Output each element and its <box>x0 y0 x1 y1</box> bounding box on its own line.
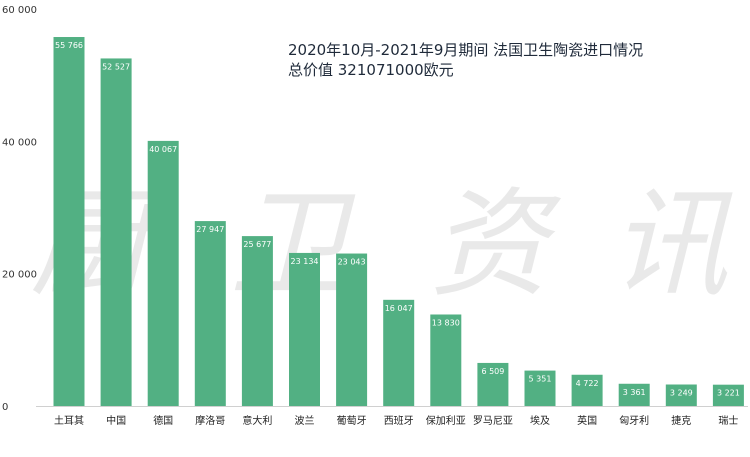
y-axis: 0 20 000 40 000 60 000 <box>2 5 37 413</box>
data-label: 23 043 <box>338 258 366 267</box>
data-label: 6 509 <box>481 367 504 376</box>
data-label: 55 766 <box>55 41 83 50</box>
category-label: 瑞士 <box>718 414 738 427</box>
bar <box>100 58 132 406</box>
bar <box>477 362 509 406</box>
category-label: 保加利亚 <box>426 414 466 427</box>
bar <box>289 252 320 406</box>
category-label: 德国 <box>153 414 173 427</box>
chart-title-line-2: 总价值 321071000欧元 <box>288 61 454 79</box>
data-label: 4 722 <box>576 379 599 388</box>
bar <box>194 221 226 406</box>
data-label: 52 527 <box>102 62 130 71</box>
bar <box>383 299 415 406</box>
category-label: 中国 <box>106 414 126 427</box>
category-label: 葡萄牙 <box>337 414 367 427</box>
bar <box>147 140 179 406</box>
bar <box>712 384 744 406</box>
data-label: 27 947 <box>196 225 224 234</box>
category-label: 波兰 <box>295 414 315 427</box>
bar <box>524 370 556 406</box>
data-label: 40 067 <box>149 145 177 154</box>
bars: 55 766 52 527 40 067 27 947 25 677 23 134 23 0… <box>53 37 744 407</box>
category-label: 意大利 <box>242 414 272 427</box>
bar <box>665 384 697 406</box>
data-label: 23 134 <box>291 257 319 266</box>
data-label: 25 677 <box>243 240 271 249</box>
y-tick-label: 20 000 <box>2 270 37 281</box>
category-label: 英国 <box>577 414 597 427</box>
bar <box>430 314 462 406</box>
category-label: 罗马尼亚 <box>473 415 513 427</box>
category-label: 西班牙 <box>384 415 414 427</box>
category-label: 摩洛哥 <box>195 414 225 427</box>
watermark-char-1: 厨 <box>30 175 166 313</box>
bar <box>53 37 85 407</box>
category-label: 土耳其 <box>54 414 84 427</box>
data-label: 13 830 <box>432 318 460 327</box>
category-labels: 土耳其 中国 德国 摩洛哥 意大利 波兰 葡萄牙 西班牙 保加利亚 罗马尼亚 埃及 英国 匈牙利 捷克 瑞士 <box>54 414 738 427</box>
y-tick-label: 60 000 <box>2 5 37 16</box>
data-label: 3 249 <box>670 389 693 398</box>
data-label: 5 351 <box>529 375 552 384</box>
category-label: 埃及 <box>530 414 550 427</box>
chart-title-line-1: 2020年10月-2021年9月期间 法国卫生陶瓷进口情况 <box>288 41 643 59</box>
watermark-char-4: 讯 <box>610 175 733 313</box>
data-label: 3 221 <box>717 389 740 398</box>
y-tick-label: 0 <box>2 402 8 413</box>
bar <box>241 236 273 406</box>
category-label: 捷克 <box>671 414 691 427</box>
bar <box>336 253 368 406</box>
watermark-char-3: 资 <box>430 175 562 313</box>
data-label: 3 361 <box>623 388 646 397</box>
y-tick-label: 40 000 <box>2 137 37 148</box>
category-label: 匈牙利 <box>619 414 649 427</box>
bar <box>571 374 603 406</box>
bar <box>618 383 650 406</box>
watermark: 厨 卫 资 讯 <box>30 175 733 313</box>
data-label: 16 047 <box>385 304 413 313</box>
